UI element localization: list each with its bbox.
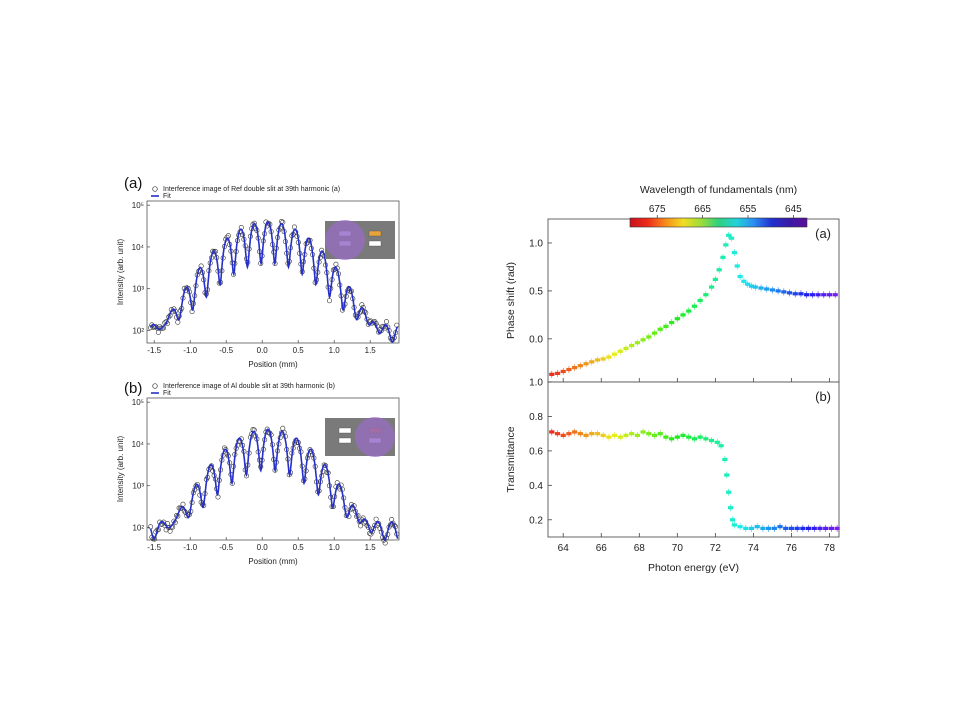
slit-highlight-circle <box>325 220 365 260</box>
legend-marker <box>152 383 158 389</box>
y-tick-label: 0.2 <box>529 515 543 526</box>
fit-line <box>149 428 399 541</box>
data-point-marker <box>383 319 389 325</box>
panel-label: (b) <box>815 389 831 404</box>
legend-label-data: Interference image of Ref double slit at… <box>163 186 340 193</box>
x-tick-label: 1.0 <box>329 543 341 552</box>
x-tick-label: 1.5 <box>365 543 377 552</box>
x-tick-label: 0.0 <box>257 543 269 552</box>
y-tick-label: 1.0 <box>529 378 543 389</box>
colorbar-tick-label: 655 <box>740 204 757 215</box>
y-tick-label: 10³ <box>132 482 144 491</box>
y-tick-label: 10³ <box>132 285 144 294</box>
legend-label-fit: Fit <box>163 390 171 397</box>
legend-marker <box>152 186 158 192</box>
slit-left-bottom <box>338 437 352 444</box>
x-tick-label: 70 <box>672 543 684 554</box>
data-point-marker <box>373 516 379 522</box>
colorbar-tick-label: 675 <box>649 204 666 215</box>
y-tick-label: 10⁵ <box>132 201 144 210</box>
x-tick-label: 76 <box>786 543 798 554</box>
x-tick-label: -1.5 <box>147 543 161 552</box>
x-tick-label: 64 <box>558 543 570 554</box>
data-point-marker <box>251 220 257 226</box>
y-tick-label: 10⁵ <box>132 398 144 407</box>
y-tick-label: 0.4 <box>529 481 543 492</box>
panel-label: (a) <box>815 226 831 241</box>
y-tick-label: 0.8 <box>529 412 543 423</box>
x-tick-label: -1.0 <box>183 543 197 552</box>
slit-right-bottom <box>368 240 382 247</box>
x-tick-label: 1.0 <box>329 346 341 355</box>
data-point-marker <box>153 324 159 330</box>
slit-right-top <box>368 230 382 237</box>
plot-frame <box>547 381 840 538</box>
colorbar <box>629 217 808 228</box>
data-point-marker <box>223 447 229 453</box>
data-point-marker <box>382 540 388 546</box>
y-tick-label: 0.6 <box>529 446 543 457</box>
x-axis-label: Position (mm) <box>248 557 298 566</box>
data-point-marker <box>194 481 200 487</box>
y-axis-label: Intensity (arb. unit) <box>116 436 125 503</box>
y-tick-label: 0.5 <box>529 286 543 297</box>
y-tick-label: 10² <box>132 523 144 532</box>
x-tick-label: 0.5 <box>293 346 305 355</box>
fit-line <box>149 221 399 343</box>
data-point-marker <box>166 525 172 531</box>
y-tick-label: 10² <box>132 326 144 335</box>
x-tick-label: -0.5 <box>219 346 233 355</box>
x-tick-label: 0.5 <box>293 543 305 552</box>
y-axis-label: Transmittance <box>505 426 517 492</box>
data-point-marker <box>264 426 270 432</box>
y-tick-label: 10⁴ <box>132 243 145 252</box>
x-tick-label: 1.5 <box>365 346 377 355</box>
colorbar-label: Wavelength of fundamentals (nm) <box>640 184 797 196</box>
data-point-marker <box>151 536 157 542</box>
panel-a-label: (a) <box>124 175 143 192</box>
data-point-marker <box>381 324 387 330</box>
x-tick-label: 66 <box>596 543 608 554</box>
x-axis-label: Photon energy (eV) <box>648 562 739 574</box>
data-point-marker <box>154 325 160 331</box>
x-tick-label: 0.0 <box>257 346 269 355</box>
y-axis-label: Intensity (arb. unit) <box>116 239 125 306</box>
x-tick-label: -1.0 <box>183 346 197 355</box>
y-tick-label: 0.0 <box>529 334 543 345</box>
legend-label-fit: Fit <box>163 193 171 200</box>
y-axis-label: Phase shift (rad) <box>505 262 517 339</box>
panel-b-label: (b) <box>124 380 143 397</box>
x-tick-label: -0.5 <box>219 543 233 552</box>
colorbar-tick-label: 665 <box>694 204 711 215</box>
x-tick-label: -1.5 <box>147 346 161 355</box>
plot-frame <box>547 218 840 383</box>
data-point-marker <box>155 329 161 335</box>
x-tick-label: 78 <box>824 543 836 554</box>
data-point-marker <box>172 308 178 314</box>
x-tick-label: 72 <box>710 543 722 554</box>
colorbar-tick-label: 645 <box>785 204 802 215</box>
slit-left-top <box>338 427 352 434</box>
data-point-marker <box>148 325 154 331</box>
legend-label-data: Interference image of Al double slit at … <box>163 383 335 390</box>
data-point-marker <box>225 233 231 239</box>
y-tick-label: 10⁴ <box>132 440 145 449</box>
x-tick-label: 74 <box>748 543 760 554</box>
x-tick-label: 68 <box>634 543 646 554</box>
data-point-marker <box>171 306 177 312</box>
x-axis-label: Position (mm) <box>248 360 298 369</box>
y-tick-label: 1.0 <box>529 238 543 249</box>
slit-highlight-circle <box>355 417 395 457</box>
